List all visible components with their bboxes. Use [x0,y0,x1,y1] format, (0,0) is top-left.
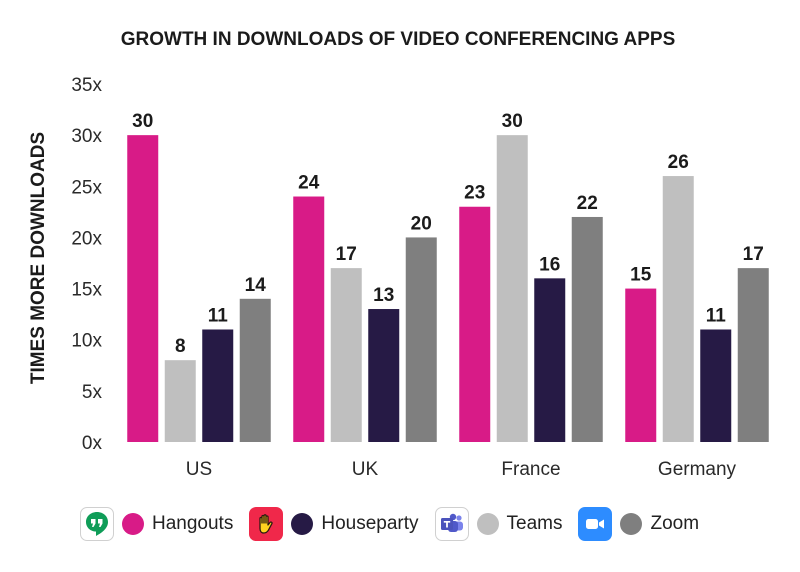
legend-label-hangouts: Hangouts [152,513,234,534]
legend-swatch-houseparty [291,513,314,535]
data-label-zoom-uk: 20 [411,213,432,234]
x-tick-label: Germany [658,459,737,480]
data-label-zoom-us: 14 [245,275,267,296]
legend-item-houseparty[interactable]: Houseparty [249,507,419,541]
y-tick-label: 25x [71,177,102,198]
y-tick-label: 10x [71,331,102,352]
zoom-icon [578,507,613,541]
bar-houseparty-germany [700,329,732,442]
legend-swatch-hangouts [122,513,144,535]
x-axis-ticks: US UK France Germany [186,459,737,480]
legend-item-hangouts[interactable]: Hangouts [80,507,233,541]
legend-item-zoom[interactable]: Zoom [578,507,699,541]
data-label-hangouts-germany: 15 [630,265,652,286]
legend: Hangouts Houseparty [80,503,715,545]
y-tick-label: 5x [82,382,103,403]
x-tick-label: France [501,459,560,480]
bar-hangouts-germany [625,288,657,442]
y-tick-label: 20x [71,228,102,249]
data-label-houseparty-uk: 13 [373,285,394,306]
chart-title: GROWTH IN DOWNLOADS OF VIDEO CONFERENCIN… [121,29,676,50]
data-label-teams-germany: 26 [668,152,689,173]
legend-label-teams: Teams [506,513,563,534]
houseparty-icon [249,507,284,541]
data-label-zoom-france: 22 [577,193,598,214]
data-label-houseparty-us: 11 [208,305,229,326]
bar-hangouts-france [459,206,491,442]
y-tick-label: 15x [71,280,102,301]
bar-teams-uk [330,268,362,442]
y-axis-label: TIMES MORE DOWNLOADS [28,132,49,384]
legend-swatch-teams [476,513,499,535]
microsoft-teams-icon [434,507,469,541]
y-tick-label: 35x [71,75,102,96]
bar-teams-germany [662,176,694,443]
data-label-zoom-germany: 17 [743,244,764,265]
legend-label-zoom: Zoom [650,513,700,534]
data-label-houseparty-germany: 11 [706,305,727,326]
bar-teams-france [496,135,528,442]
y-tick-label: 0x [82,433,103,454]
legend-item-teams[interactable]: Teams [434,507,563,541]
bars: 30 8 11 14 24 17 13 20 23 30 16 22 15 26 11 17 [127,111,769,443]
data-label-teams-uk: 17 [336,244,357,265]
data-label-hangouts-france: 23 [464,183,485,204]
bar-zoom-uk [405,237,437,442]
bar-zoom-us [239,298,271,442]
y-tick-label: 30x [71,126,102,147]
bar-zoom-france [571,216,603,442]
data-label-hangouts-us: 30 [132,111,153,132]
data-label-teams-us: 8 [175,336,186,357]
data-label-houseparty-france: 16 [539,254,560,275]
bar-houseparty-france [534,278,566,442]
bar-hangouts-uk [293,196,325,442]
bar-houseparty-us [202,329,234,442]
legend-label-houseparty: Houseparty [321,513,419,534]
bar-houseparty-uk [368,309,400,442]
chart-svg: GROWTH IN DOWNLOADS OF VIDEO CONFERENCIN… [28,29,769,480]
data-label-hangouts-uk: 24 [298,173,320,194]
google-hangouts-icon [80,507,114,541]
bar-teams-us [164,360,196,442]
data-label-teams-france: 30 [502,111,523,132]
bar-zoom-germany [737,268,769,442]
bar-hangouts-us [127,135,159,442]
x-tick-label: UK [352,459,379,480]
x-tick-label: US [186,459,212,480]
legend-swatch-zoom [620,513,643,535]
y-axis-ticks: 0x 5x 10x 15x 20x 25x 30x 35x [71,75,102,454]
